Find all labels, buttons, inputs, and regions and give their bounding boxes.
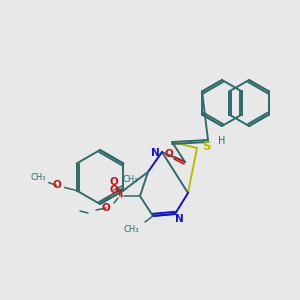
Text: O: O — [165, 149, 173, 159]
Text: S: S — [202, 140, 210, 154]
Text: CH₃: CH₃ — [31, 173, 46, 182]
Text: O: O — [52, 181, 61, 190]
Text: N: N — [151, 148, 159, 158]
Text: H: H — [218, 136, 226, 146]
Text: CH₃: CH₃ — [123, 226, 139, 235]
Text: O: O — [110, 177, 118, 187]
Text: O: O — [110, 185, 118, 195]
Text: CH₃: CH₃ — [122, 176, 138, 184]
Text: N: N — [175, 214, 183, 224]
Text: O: O — [102, 203, 110, 213]
